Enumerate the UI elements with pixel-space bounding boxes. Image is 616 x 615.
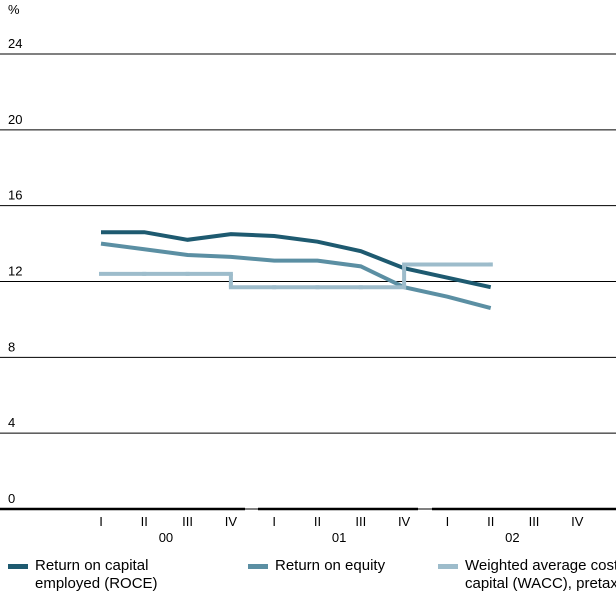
x-tick-label: III — [182, 514, 193, 529]
x-tick-label: IV — [225, 514, 238, 529]
legend-label: Return on capital employed (ROCE) — [35, 557, 158, 592]
y-tick-label: 0 — [8, 491, 15, 506]
x-tick-label: III — [355, 514, 366, 529]
x-tick-label: I — [99, 514, 103, 529]
x-tick-label: II — [487, 514, 494, 529]
x-tick-label: I — [446, 514, 450, 529]
x-tick-label: IV — [398, 514, 411, 529]
legend-swatch — [438, 564, 458, 569]
series-line — [100, 241, 492, 310]
y-tick-label: 16 — [8, 188, 22, 203]
x-group-label: 01 — [332, 530, 346, 545]
x-tick-label: I — [272, 514, 276, 529]
legend-swatch — [8, 564, 28, 569]
legend-swatch — [248, 564, 268, 569]
y-tick-label: 24 — [8, 36, 22, 51]
y-tick-label: 20 — [8, 112, 22, 127]
y-tick-label: 12 — [8, 264, 22, 279]
y-tick-label: 4 — [8, 415, 15, 430]
legend-label: Return on equity — [275, 557, 386, 574]
x-group-label: 00 — [159, 530, 173, 545]
x-group-label: 02 — [505, 530, 519, 545]
y-tick-label: 8 — [8, 339, 15, 354]
x-tick-label: III — [529, 514, 540, 529]
series-line — [101, 230, 492, 290]
x-tick-label: IV — [571, 514, 584, 529]
x-tick-label: II — [314, 514, 321, 529]
legend-label: Weighted average cost of capital (WACC),… — [465, 557, 616, 592]
y-unit: % — [8, 2, 20, 17]
x-tick-label: II — [141, 514, 148, 529]
